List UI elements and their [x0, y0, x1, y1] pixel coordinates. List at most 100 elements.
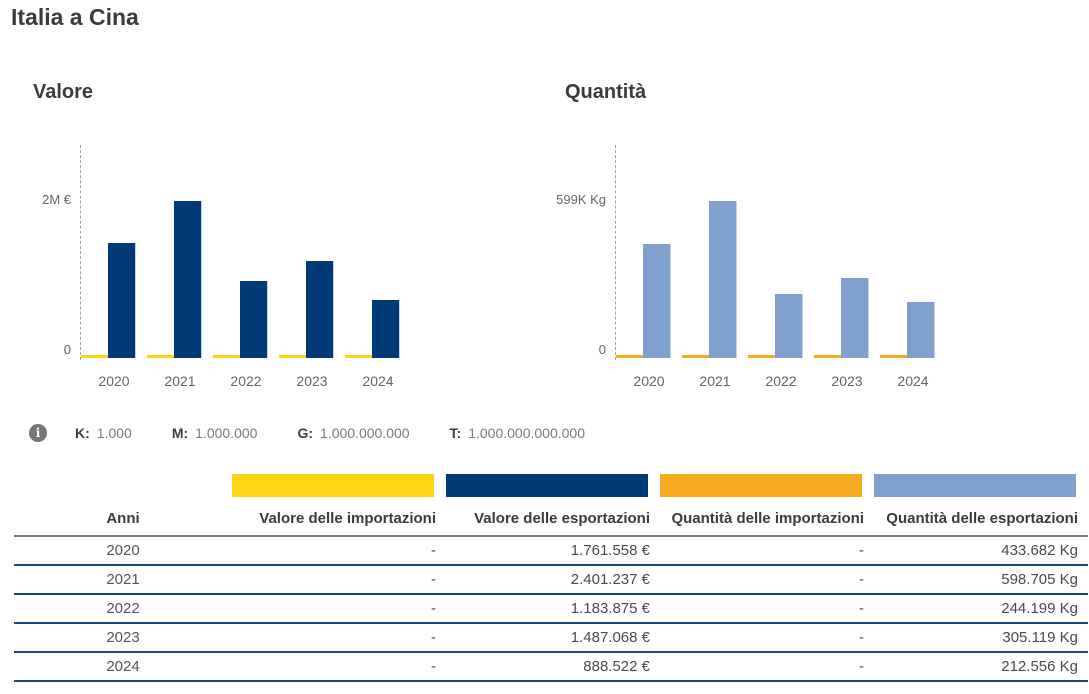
chart-title-valore: Valore [33, 81, 94, 103]
export-bar-2021[interactable] [174, 201, 201, 358]
table-header-row: Anni Valore delle importazioni Valore dell… [14, 497, 1088, 537]
value-cell: 212.556 Kg [1001, 658, 1078, 675]
year-cell: 2022 [106, 600, 140, 617]
import-bar-2023[interactable] [814, 355, 841, 358]
x-tick-label: 2022 [765, 373, 797, 389]
value-cell: - [859, 600, 864, 617]
x-tick-label: 2020 [633, 373, 665, 389]
strip-cell [660, 474, 874, 497]
year-cell: 2023 [106, 629, 140, 646]
legend-item: G: 1.000.000.000 [297, 425, 409, 441]
table-row: 2020 - 1.761.558 € - 433.682 Kg [14, 537, 1088, 566]
column-color-strip [232, 474, 434, 497]
value-cell: 1.761.558 € [570, 542, 650, 559]
table-row: 2022 - 1.183.875 € - 244.199 Kg [14, 595, 1088, 624]
value-cell: - [859, 658, 864, 675]
x-tick-label: 2023 [831, 373, 863, 389]
y-axis-zero-label: 0 [63, 342, 71, 357]
legend-unit-value: 1.000.000.000 [320, 425, 410, 441]
legend-unit-label: T: [449, 425, 462, 441]
x-tick-label: 2020 [98, 373, 130, 389]
quantita-chart: 599K Kg 0 2020 2021 2022 2023 2024 [556, 145, 946, 389]
import-bar-2021[interactable] [147, 355, 174, 358]
column-color-strip [446, 474, 648, 497]
import-bar-2024[interactable] [880, 355, 907, 358]
import-bar-2022[interactable] [213, 355, 240, 358]
strip-cell [446, 474, 660, 497]
import-bar-2023[interactable] [279, 355, 306, 358]
import-bar-2020[interactable] [81, 355, 108, 358]
legend-unit-value: 1.000 [96, 425, 132, 441]
legend-unit-label: G: [297, 425, 314, 441]
export-bar-2022[interactable] [775, 294, 802, 358]
table-row: 2023 - 1.487.068 € - 305.119 Kg [14, 624, 1088, 653]
value-cell: - [859, 542, 864, 559]
legend-item: K: 1.000 [75, 425, 132, 441]
x-tick-label: 2022 [230, 373, 262, 389]
column-header: Valore delle importazioni [259, 510, 436, 527]
column-header: Quantità delle importazioni [671, 510, 864, 527]
value-cell: 305.119 Kg [1002, 629, 1078, 646]
column-color-strip [874, 474, 1076, 497]
column-header: Valore delle esportazioni [474, 510, 650, 527]
legend-unit-label: K: [75, 425, 90, 441]
legend-unit-value: 1.000.000 [195, 425, 258, 441]
export-bar-2024[interactable] [907, 302, 934, 358]
value-cell: - [431, 571, 436, 588]
x-tick-label: 2024 [897, 373, 929, 389]
units-legend: i K: 1.000 M: 1.000.000 G: 1.000.000.000 T: 1.0… [29, 423, 585, 443]
value-cell: 2.401.237 € [570, 571, 650, 588]
column-header: Anni [106, 510, 140, 527]
x-tick-label: 2024 [362, 373, 394, 389]
import-bar-2020[interactable] [616, 355, 643, 358]
export-bar-2023[interactable] [306, 261, 333, 358]
trade-table: Anni Valore delle importazioni Valore dell… [14, 474, 1088, 682]
value-cell: 433.682 Kg [1001, 542, 1078, 559]
legend-item: M: 1.000.000 [172, 425, 258, 441]
legend-unit-label: M: [171, 425, 189, 441]
x-tick-label: 2023 [296, 373, 328, 389]
value-cell: - [431, 542, 436, 559]
chart-title-quantita: Quantità [565, 81, 647, 103]
legend-item: T: 1.000.000.000.000 [450, 425, 585, 441]
x-tick-label: 2021 [699, 373, 731, 389]
column-color-strip [660, 474, 862, 497]
strip-cell [232, 474, 446, 497]
import-bar-2024[interactable] [345, 355, 372, 358]
year-cell: 2024 [106, 658, 140, 675]
value-cell: - [431, 600, 436, 617]
info-icon[interactable]: i [29, 424, 47, 442]
value-cell: 1.183.875 € [570, 600, 650, 617]
export-bar-2020[interactable] [643, 244, 670, 358]
export-bar-2020[interactable] [108, 243, 135, 358]
table-body: 2020 - 1.761.558 € - 433.682 Kg 2021 - 2.401.23… [14, 537, 1088, 682]
value-cell: 888.522 € [583, 658, 650, 675]
value-cell: 1.487.068 € [570, 629, 650, 646]
import-bar-2022[interactable] [748, 355, 775, 358]
y-axis-max-label: 2M € [42, 192, 71, 207]
valore-chart: 2M € 0 2020 2021 2022 2023 2024 [42, 145, 411, 389]
value-cell: - [859, 629, 864, 646]
import-bar-2021[interactable] [682, 355, 709, 358]
y-axis-line [615, 145, 616, 360]
value-cell: - [431, 629, 436, 646]
export-bar-2023[interactable] [841, 278, 868, 358]
column-header: Quantità delle esportazioni [886, 510, 1078, 527]
table-row: 2024 - 888.522 € - 212.556 Kg [14, 653, 1088, 682]
value-cell: 244.199 Kg [1001, 600, 1078, 617]
value-cell: 598.705 Kg [1001, 571, 1078, 588]
export-bar-2021[interactable] [709, 201, 736, 358]
export-bar-2024[interactable] [372, 300, 399, 358]
legend-unit-value: 1.000.000.000.000 [468, 425, 585, 441]
y-axis-max-label: 599K Kg [556, 192, 606, 207]
column-color-strips [14, 474, 1088, 497]
export-bar-2022[interactable] [240, 281, 267, 358]
year-cell: 2020 [106, 542, 140, 559]
table-row: 2021 - 2.401.237 € - 598.705 Kg [14, 566, 1088, 595]
value-cell: - [431, 658, 436, 675]
strip-cell-empty [14, 474, 232, 497]
strip-cell [874, 474, 1088, 497]
x-tick-label: 2021 [164, 373, 196, 389]
y-axis-zero-label: 0 [598, 342, 606, 357]
page-title: Italia a Cina [11, 4, 139, 30]
